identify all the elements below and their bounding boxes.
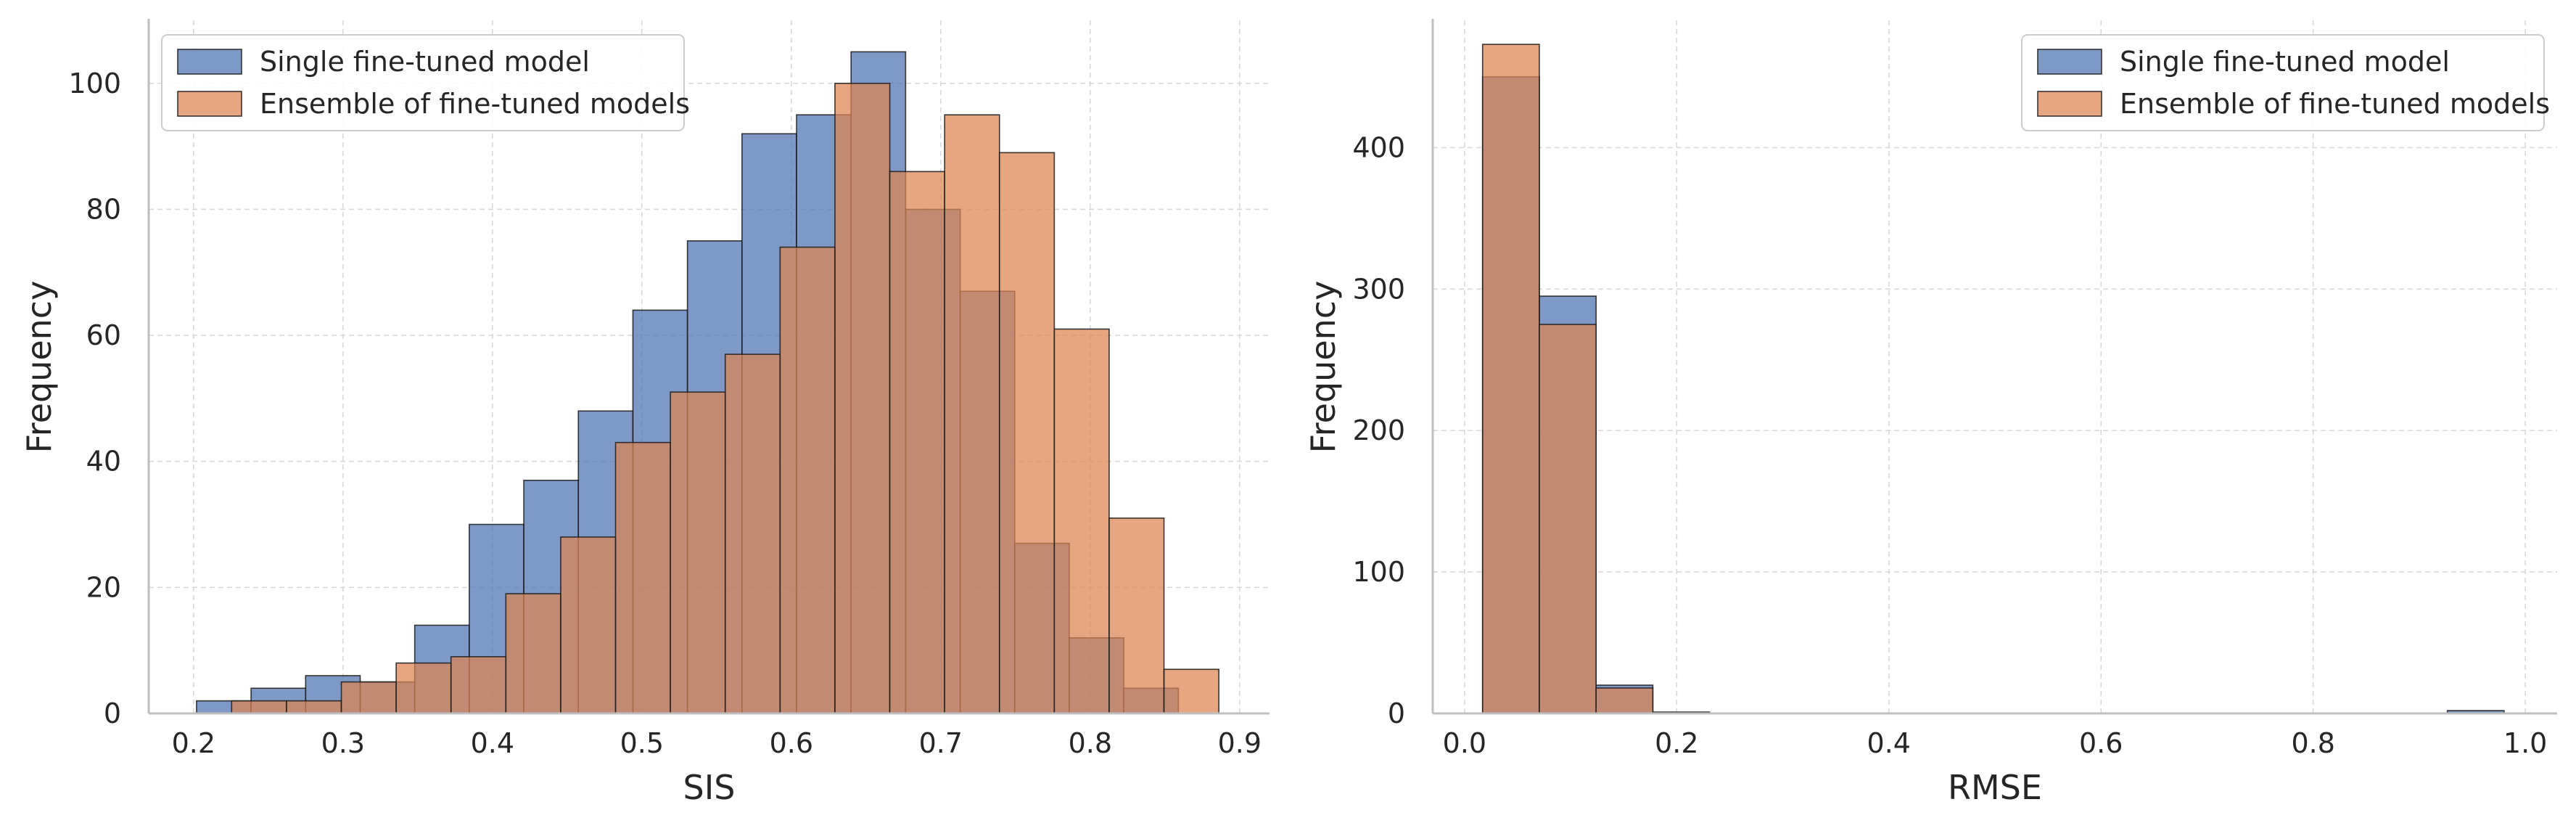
legend: Single fine-tuned model Ensemble of fine-…	[161, 34, 690, 131]
x-tick-label: 0.2	[172, 727, 215, 759]
x-tick-label: 0.8	[1069, 727, 1112, 759]
legend-swatch	[2037, 91, 2102, 117]
histogram-bar	[889, 171, 945, 714]
y-axis-label: Frequency	[1304, 281, 1343, 454]
histogram-bar	[340, 681, 397, 714]
histogram-bar	[505, 593, 561, 714]
x-tick-label: 0.3	[321, 727, 365, 759]
x-tick-label: 1.0	[2503, 727, 2547, 759]
x-tick-label: 0.4	[1867, 727, 1911, 759]
histogram-bar	[1481, 44, 1540, 714]
legend-label: Single fine-tuned model	[2120, 46, 2450, 78]
y-tick-label: 400	[1352, 131, 1405, 163]
chart-panel-1: 0.2 0.3 0.4 0.5 0.6 0.7 0.8 0.9 0 20 40 60 80 100 SIS F…	[20, 19, 1270, 807]
x-axis-label: SIS	[683, 768, 736, 807]
y-tick-label: 20	[86, 571, 121, 603]
histogram-bar	[724, 353, 781, 714]
x-tick-label: 0.7	[919, 727, 963, 759]
chart-panel-2: 0.0 0.2 0.4 0.6 0.8 1.0 0 100 200 300 400 RMSE Frequ…	[1304, 19, 2557, 807]
legend-label: Ensemble of fine-tuned models	[2120, 88, 2550, 120]
legend-swatch	[2037, 49, 2102, 75]
legend-box	[2021, 34, 2545, 131]
x-tick-label: 0.8	[2291, 727, 2334, 759]
x-axis-label: RMSE	[1948, 768, 2042, 807]
histogram-bar	[834, 83, 891, 714]
legend: Single fine-tuned model Ensemble of fine-…	[2021, 34, 2550, 131]
legend-label: Single fine-tuned model	[260, 46, 590, 78]
legend-box	[161, 34, 685, 131]
y-tick-label: 40	[86, 446, 121, 478]
histogram-bar	[614, 441, 671, 714]
histogram-bar	[231, 700, 287, 714]
histogram-bar	[1053, 328, 1110, 714]
histogram-bar	[450, 656, 507, 714]
histogram-bar	[286, 700, 342, 714]
y-tick-label: 60	[86, 319, 121, 351]
x-tick-label: 0.5	[620, 727, 664, 759]
y-tick-label: 80	[86, 193, 121, 225]
histogram-bar	[1163, 668, 1219, 714]
y-tick-label: 200	[1352, 414, 1405, 446]
histogram-bar	[395, 662, 452, 714]
histogram-bar	[998, 152, 1055, 714]
series-single	[1481, 76, 2505, 714]
histogram-bar	[944, 114, 1000, 714]
series-ensemble	[231, 83, 1219, 714]
x-tick-label: 0.9	[1218, 727, 1262, 759]
y-tick-label: 0	[1388, 697, 1405, 729]
y-tick-label: 100	[1352, 556, 1405, 588]
y-axis-label: Frequency	[20, 281, 59, 454]
x-tick-label: 0.4	[471, 727, 514, 759]
x-tick-label: 0.2	[1655, 727, 1698, 759]
y-tick-label: 300	[1352, 273, 1405, 305]
histogram-bar	[1108, 517, 1165, 714]
legend-swatch	[177, 49, 242, 75]
histogram-bar	[560, 536, 617, 714]
x-tick-label: 0.6	[770, 727, 813, 759]
legend-label: Ensemble of fine-tuned models	[260, 88, 690, 120]
histogram-bar	[670, 391, 726, 714]
histogram-bar	[1539, 324, 1597, 714]
x-tick-label: 0.6	[2079, 727, 2123, 759]
histogram-bar	[1595, 687, 1654, 714]
histogram-bar	[779, 246, 836, 714]
legend-swatch	[177, 91, 242, 117]
y-tick-label: 0	[104, 697, 121, 729]
x-tick-label: 0.0	[1443, 727, 1486, 759]
series-ensemble	[1481, 44, 1654, 714]
y-tick-label: 100	[68, 67, 121, 99]
